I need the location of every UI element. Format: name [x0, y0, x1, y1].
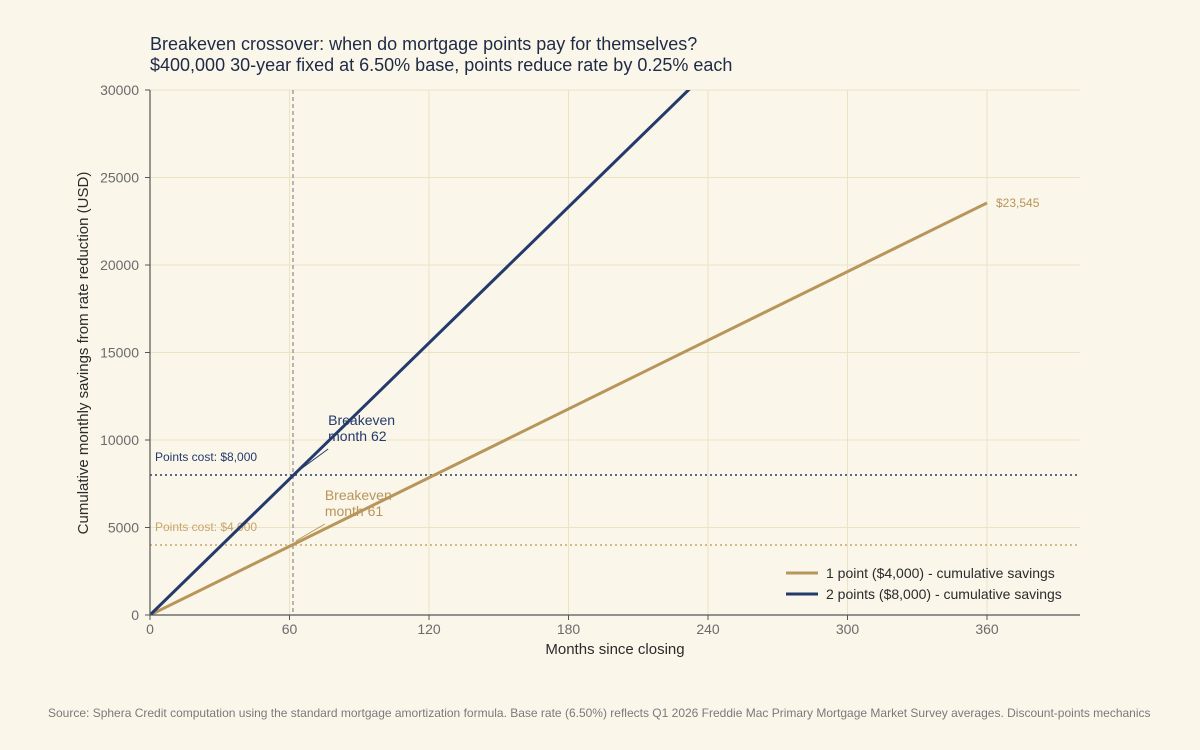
annotation-arrow: [297, 448, 329, 472]
tick-labels: 0 60 120 180 240 300 360 0 5000 10000 15000 20000 25…: [100, 82, 999, 637]
y-tick-label: 0: [131, 607, 139, 623]
reference-lines: Points cost: $8,000 Points cost: $4,000: [150, 90, 1080, 615]
series-line-1: [150, 201, 988, 615]
reference-line-label: Points cost: $4,000: [155, 520, 257, 534]
source-note: Source: Sphera Credit computation using …: [48, 706, 1151, 720]
y-tick-label: 20000: [100, 257, 139, 273]
chart-title: Breakeven crossover: when do mortgage po…: [150, 34, 697, 54]
reference-line-label: Points cost: $8,000: [155, 450, 257, 464]
annotation-label: month 61: [325, 503, 384, 519]
x-tick-label: 180: [557, 621, 581, 637]
y-tick-label: 5000: [108, 520, 139, 536]
y-tick-label: 10000: [100, 432, 139, 448]
grid: [150, 89, 1080, 615]
series-end-label: $23,545: [996, 196, 1040, 210]
y-tick-label: 30000: [100, 82, 139, 98]
x-tick-label: 360: [975, 621, 999, 637]
y-axis-title: Cumulative monthly savings from rate red…: [75, 172, 92, 535]
annotation-label: month 62: [328, 428, 387, 444]
y-tick-label: 25000: [100, 170, 139, 186]
annotation-arrow: [295, 523, 326, 542]
annotation-label: Breakeven: [325, 487, 392, 503]
x-tick-label: 60: [282, 621, 298, 637]
annotation-label: Breakeven: [328, 412, 395, 428]
legend: 1 point ($4,000) - cumulative savings 2 p…: [786, 565, 1062, 602]
x-tick-label: 240: [696, 621, 720, 637]
x-tick-label: 0: [146, 621, 154, 637]
legend-label: 1 point ($4,000) - cumulative savings: [826, 565, 1055, 581]
x-tick-label: 300: [836, 621, 860, 637]
legend-label: 2 points ($8,000) - cumulative savings: [826, 586, 1062, 602]
y-tick-label: 15000: [100, 345, 139, 361]
series-line-2: [150, 90, 691, 615]
x-axis-title: Months since closing: [545, 641, 684, 658]
x-tick-label: 120: [417, 621, 441, 637]
series-lines: $23,545: [150, 90, 1040, 615]
chart-subtitle: $400,000 30-year fixed at 6.50% base, po…: [150, 55, 732, 75]
